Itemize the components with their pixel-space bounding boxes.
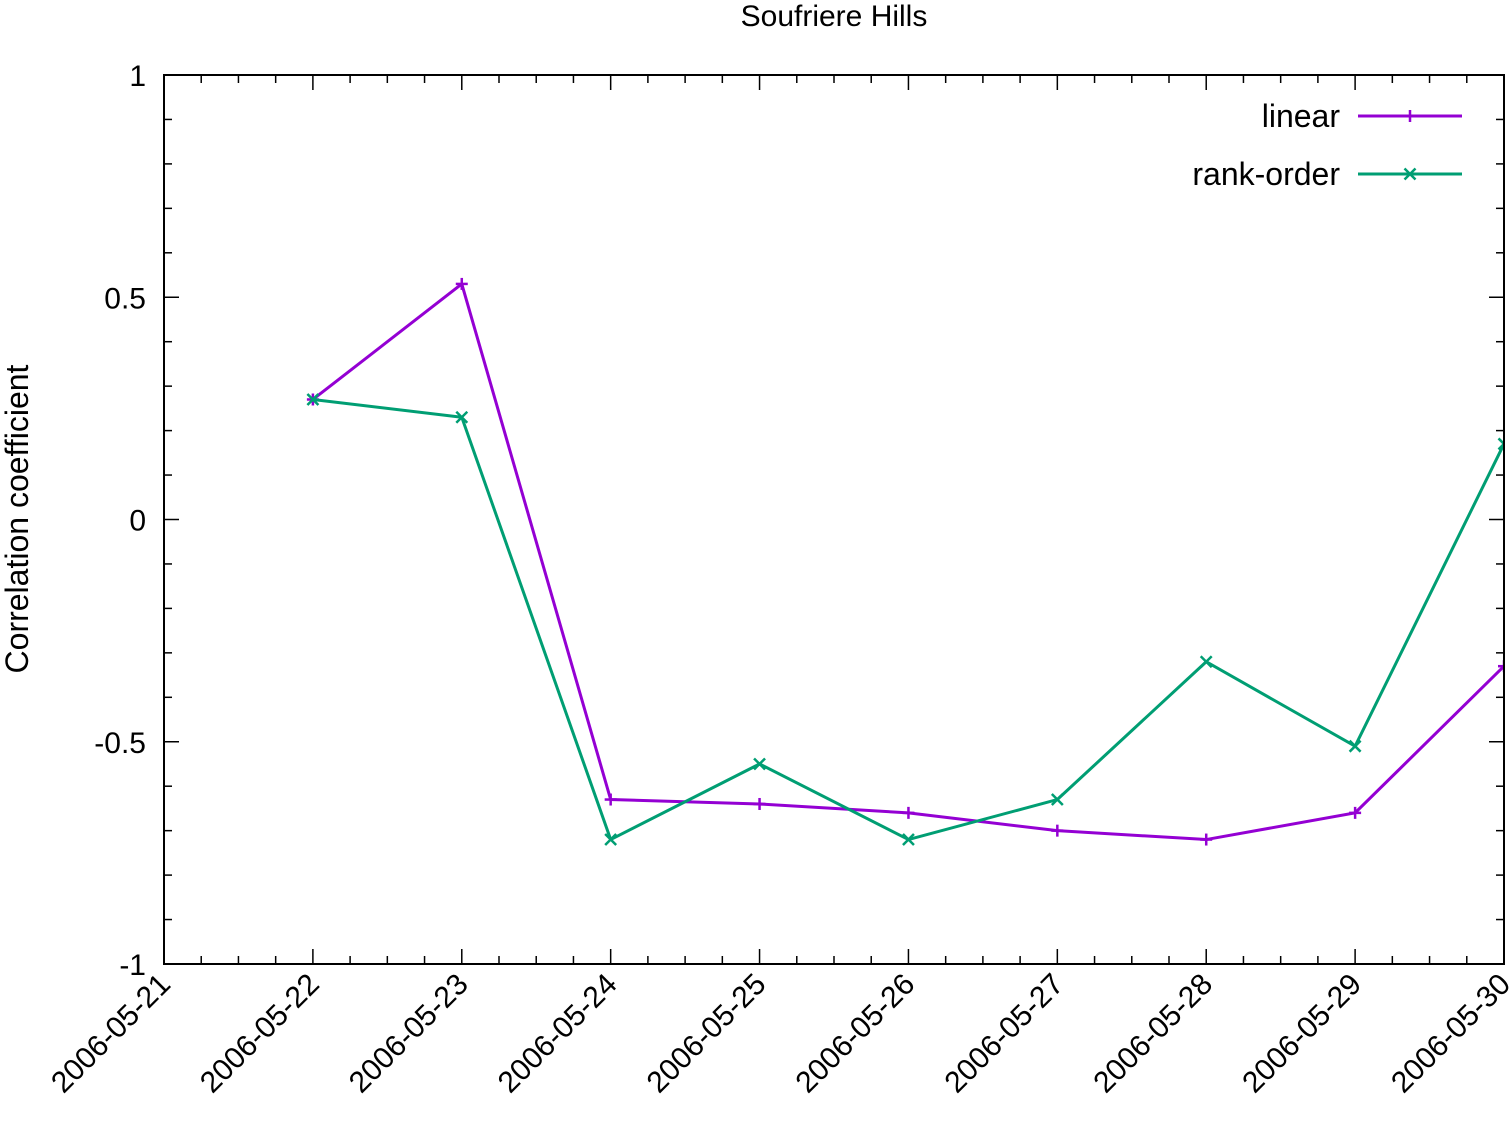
x-tick-label: 2006-05-26 [790,968,922,1100]
y-tick-label: 1 [129,60,146,93]
x-tick-label: 2006-05-28 [1087,968,1219,1100]
data-point [604,833,618,846]
legend-item: rank-order [1192,156,1462,192]
legend-label: linear [1262,98,1341,134]
series-rank-order [306,393,1504,846]
data-point [1051,824,1064,837]
data-point [753,757,766,771]
data-point [902,833,915,846]
data-point [753,797,766,810]
data-point [1498,660,1504,673]
series-line [312,397,1504,842]
y-axis-label: Correlation coefficient [0,364,35,673]
axis-ticks [163,74,1505,965]
x-tick-label: 2006-05-24 [492,968,624,1100]
data-point [306,393,320,406]
x-tick-label: 2006-05-21 [45,968,177,1100]
legend-label: rank-order [1192,156,1340,192]
x-tick-label: 2006-05-23 [343,968,475,1100]
y-tick-label: -0.5 [94,727,146,760]
series-layer [306,277,1504,846]
series-linear [306,277,1504,846]
x-tick-label: 2006-05-25 [641,968,773,1100]
plot-frame [163,74,1505,965]
data-point [902,806,915,819]
x-tick-label: 2006-05-29 [1236,968,1368,1100]
legend-item: linear [1262,98,1462,134]
y-tick-label: 0.5 [104,282,146,315]
data-point [604,793,617,806]
data-point [1199,655,1213,669]
data-point [1200,833,1213,846]
y-tick-label: -1 [119,949,146,982]
data-point [1497,437,1504,451]
x-tick-label: 2006-05-27 [938,968,1070,1100]
data-point [1404,110,1416,122]
data-point [455,277,468,290]
series-line [311,281,1504,842]
data-point [1403,167,1417,181]
data-point [1349,806,1362,819]
chart-title: Soufriere Hills [741,0,928,33]
data-point [1050,793,1064,806]
legend: linear rank-order [1192,98,1462,192]
x-tick-label: 2006-05-22 [194,968,326,1100]
x-tick-label: 2006-05-30 [1385,968,1511,1100]
data-point [455,410,469,424]
y-tick-label: 0 [129,505,146,538]
data-point [1348,739,1362,753]
